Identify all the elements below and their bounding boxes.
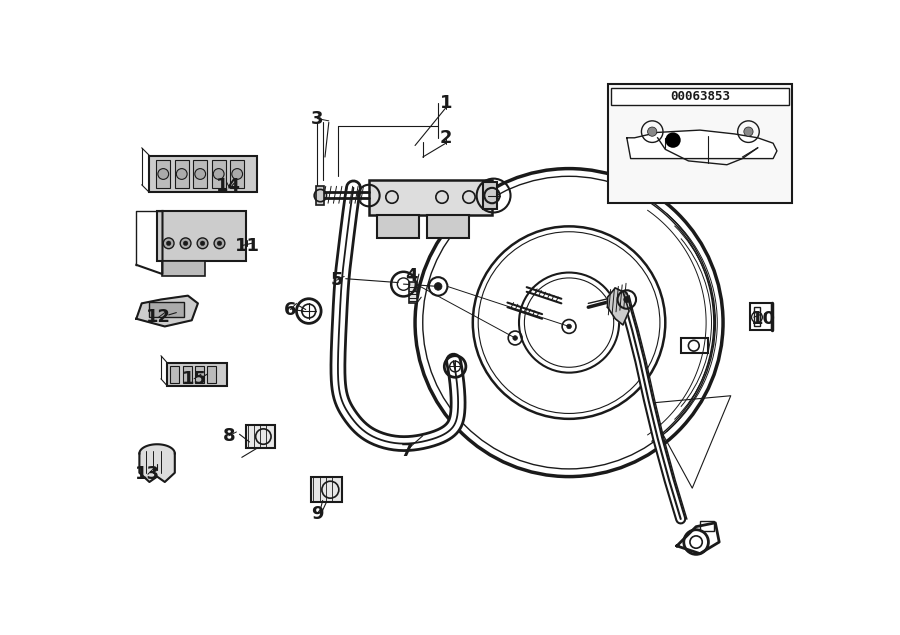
Circle shape — [194, 169, 205, 179]
Bar — [158, 211, 246, 261]
Polygon shape — [608, 288, 629, 325]
Bar — [611, 88, 788, 105]
Text: 13: 13 — [135, 465, 160, 483]
Bar — [427, 215, 469, 238]
Bar — [163, 261, 205, 276]
Circle shape — [217, 241, 221, 246]
Bar — [149, 302, 184, 318]
Circle shape — [513, 336, 518, 340]
Bar — [167, 363, 227, 385]
Polygon shape — [136, 296, 198, 326]
Circle shape — [180, 238, 191, 249]
Circle shape — [214, 238, 225, 249]
Text: 9: 9 — [311, 505, 323, 523]
Circle shape — [184, 241, 188, 246]
Text: 12: 12 — [146, 308, 171, 326]
Circle shape — [213, 169, 224, 179]
Circle shape — [197, 238, 208, 249]
Circle shape — [435, 283, 442, 290]
Circle shape — [166, 241, 171, 246]
Text: 7: 7 — [401, 442, 414, 460]
Bar — [311, 478, 342, 502]
Circle shape — [665, 133, 680, 148]
Bar — [246, 425, 274, 448]
Circle shape — [158, 169, 168, 179]
Text: 5: 5 — [330, 271, 343, 290]
Bar — [680, 338, 707, 354]
Polygon shape — [626, 130, 777, 159]
Circle shape — [648, 127, 657, 137]
Circle shape — [163, 238, 174, 249]
Polygon shape — [140, 444, 175, 482]
Text: 00063853: 00063853 — [670, 90, 730, 103]
Bar — [376, 215, 418, 238]
Bar — [183, 366, 192, 383]
Text: 10: 10 — [752, 310, 777, 328]
Bar — [409, 282, 417, 304]
Circle shape — [232, 169, 243, 179]
Text: 4: 4 — [405, 267, 418, 285]
Bar — [754, 307, 760, 326]
Bar — [212, 160, 226, 188]
Circle shape — [624, 297, 630, 303]
Bar — [369, 180, 492, 215]
Bar — [149, 156, 257, 192]
Text: 2: 2 — [439, 129, 452, 147]
Bar — [230, 160, 244, 188]
Text: 1: 1 — [439, 94, 452, 112]
Text: 6: 6 — [284, 300, 297, 319]
Circle shape — [176, 169, 187, 179]
Bar — [750, 304, 771, 330]
Bar — [194, 160, 207, 188]
Text: 11: 11 — [235, 237, 260, 255]
Text: 8: 8 — [222, 427, 235, 444]
Circle shape — [567, 324, 572, 329]
Circle shape — [743, 127, 753, 137]
Bar — [175, 160, 189, 188]
Bar — [482, 182, 497, 210]
Circle shape — [200, 241, 205, 246]
Text: 3: 3 — [311, 110, 323, 128]
Bar — [207, 366, 216, 383]
Text: 14: 14 — [216, 177, 241, 196]
Bar — [608, 84, 792, 203]
Bar — [157, 160, 170, 188]
Text: 15: 15 — [182, 370, 207, 388]
Bar — [170, 366, 179, 383]
Bar — [194, 366, 204, 383]
Bar — [700, 521, 714, 530]
Bar — [317, 186, 324, 205]
